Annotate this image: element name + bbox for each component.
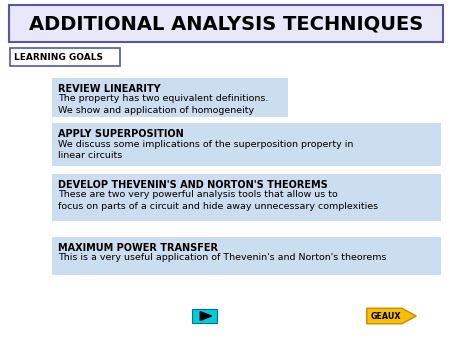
- Text: APPLY SUPERPOSITION: APPLY SUPERPOSITION: [58, 129, 183, 140]
- FancyBboxPatch shape: [10, 48, 120, 66]
- Text: This is a very useful application of Thevenin's and Norton's theorems: This is a very useful application of The…: [58, 253, 386, 262]
- Text: LEARNING GOALS: LEARNING GOALS: [14, 53, 103, 62]
- Text: REVIEW LINEARITY: REVIEW LINEARITY: [58, 84, 160, 94]
- FancyBboxPatch shape: [52, 237, 441, 275]
- Text: DEVELOP THEVENIN'S AND NORTON'S THEOREMS: DEVELOP THEVENIN'S AND NORTON'S THEOREMS: [58, 180, 327, 190]
- Text: MAXIMUM POWER TRANSFER: MAXIMUM POWER TRANSFER: [58, 243, 218, 253]
- FancyBboxPatch shape: [52, 78, 288, 117]
- Text: These are two very powerful analysis tools that allow us to
focus on parts of a : These are two very powerful analysis too…: [58, 190, 378, 211]
- FancyBboxPatch shape: [9, 5, 443, 42]
- Text: GEAUX: GEAUX: [370, 312, 401, 320]
- Text: ADDITIONAL ANALYSIS TECHNIQUES: ADDITIONAL ANALYSIS TECHNIQUES: [29, 14, 423, 33]
- Polygon shape: [367, 308, 416, 324]
- Text: The property has two equivalent definitions.
We show and application of homogene: The property has two equivalent definiti…: [58, 94, 268, 115]
- Polygon shape: [200, 312, 212, 320]
- FancyBboxPatch shape: [52, 174, 441, 221]
- FancyBboxPatch shape: [192, 309, 217, 323]
- Text: We discuss some implications of the superposition property in
linear circuits: We discuss some implications of the supe…: [58, 140, 353, 161]
- FancyBboxPatch shape: [52, 123, 441, 166]
